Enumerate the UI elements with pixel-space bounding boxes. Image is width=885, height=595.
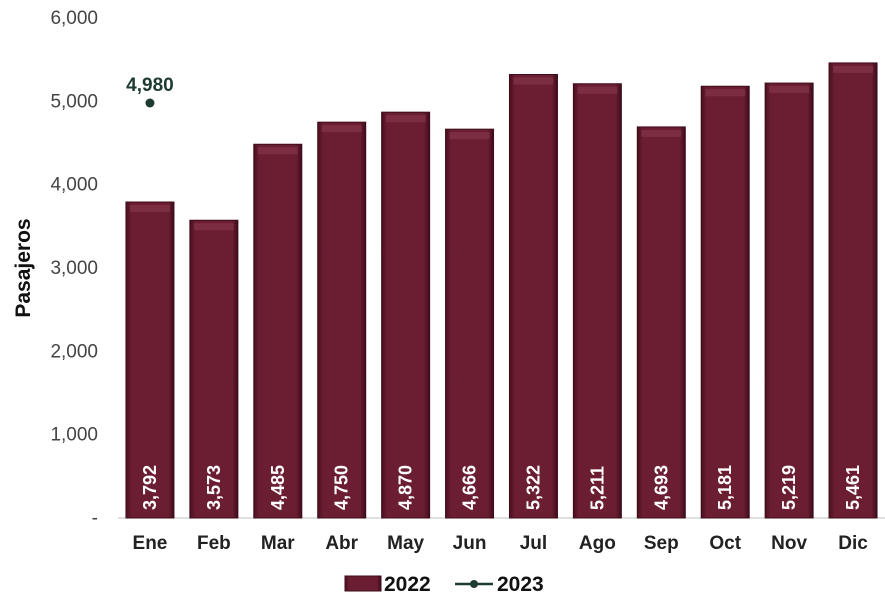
- x-tick-label: Ene: [133, 533, 168, 554]
- x-tick-label: Ago: [579, 533, 616, 554]
- bar-value-label: 3,573: [204, 465, 224, 510]
- bar-value-label: 5,211: [587, 466, 607, 510]
- bar-jul: 5,322: [508, 74, 558, 519]
- bar: [189, 219, 239, 519]
- bars: 3,792 3,573 4,485 4,750 4,870 4,666 5,322 5,211…: [125, 62, 878, 519]
- y-tick-label: 5,000: [50, 91, 98, 112]
- bar-abr: 4,750: [317, 121, 367, 519]
- bar-value-label: 4,666: [460, 465, 480, 510]
- x-tick-label: Feb: [197, 533, 231, 554]
- bar-value-label: 5,322: [523, 465, 543, 510]
- legend-label-2022: 2022: [384, 573, 431, 595]
- legend-marker-2023: [470, 580, 478, 588]
- y-tick-label: 4,000: [50, 175, 98, 196]
- bar: [381, 111, 431, 519]
- y-tick-label: 2,000: [50, 341, 98, 362]
- x-axis: Ene Feb Mar Abr May Jun Jul Ago Sep Oct Nov Dic: [133, 533, 869, 554]
- x-tick-label: Oct: [709, 533, 741, 554]
- point-2023-ene: [145, 98, 155, 108]
- bar-value-label: 4,750: [332, 465, 352, 510]
- bar-highlight: [129, 205, 170, 212]
- x-tick-label: May: [387, 533, 424, 554]
- bar-highlight: [641, 129, 682, 137]
- bar-value-label: 4,693: [651, 465, 671, 510]
- bar-may: 4,870: [381, 111, 431, 519]
- x-tick-label: Mar: [261, 533, 295, 554]
- bar-highlight: [385, 115, 426, 123]
- bar: [764, 82, 814, 519]
- bar-oct: 5,181: [700, 85, 750, 519]
- bar: [636, 126, 686, 519]
- bar-highlight: [257, 147, 298, 155]
- y-tick-label: 3,000: [50, 258, 98, 279]
- bar-highlight: [769, 86, 810, 94]
- bar: [572, 83, 622, 519]
- bar-value-label: 4,485: [268, 465, 288, 510]
- legend-swatch-2022: [344, 575, 382, 592]
- bar-feb: 3,573: [189, 219, 239, 519]
- x-tick-label: Nov: [771, 533, 807, 554]
- bar-highlight: [321, 125, 362, 133]
- legend: 2022 2023: [344, 573, 544, 595]
- bar-ago: 5,211: [572, 83, 622, 519]
- bar: [125, 201, 175, 519]
- bar-value-label: 5,181: [715, 465, 735, 510]
- bar-value-label: 3,792: [140, 465, 160, 510]
- bar: [700, 85, 750, 519]
- x-tick-label: Abr: [325, 533, 358, 554]
- x-tick-label: Jul: [520, 533, 547, 554]
- bar-sep: 4,693: [636, 126, 686, 519]
- bar-highlight: [449, 132, 490, 140]
- y-tick-label: 1,000: [50, 425, 98, 446]
- point-value-label: 4,980: [126, 75, 174, 96]
- y-tick-label: 6,000: [50, 8, 98, 29]
- bar: [508, 74, 558, 519]
- bar-highlight: [705, 89, 746, 97]
- bar-value-label: 5,461: [843, 465, 863, 510]
- bar: [317, 121, 367, 519]
- y-axis: - 1,000 2,000 3,000 4,000 5,000 6,000: [50, 8, 98, 529]
- bar-highlight: [577, 86, 618, 94]
- bar: [445, 128, 495, 519]
- bar-highlight: [513, 77, 554, 85]
- y-axis-title: Pasajeros: [12, 218, 35, 317]
- bar-highlight: [193, 223, 234, 231]
- bar-jun: 4,666: [445, 128, 495, 519]
- bar-value-label: 4,870: [396, 465, 416, 510]
- x-tick-label: Jun: [453, 533, 487, 554]
- bar-dic: 5,461: [828, 62, 878, 519]
- bar-mar: 4,485: [253, 143, 303, 519]
- bar-nov: 5,219: [764, 82, 814, 519]
- bar: [828, 62, 878, 519]
- bar: [253, 143, 303, 519]
- bar-highlight: [833, 65, 874, 73]
- legend-label-2023: 2023: [497, 573, 544, 595]
- x-tick-label: Sep: [644, 533, 679, 554]
- x-tick-label: Dic: [838, 533, 868, 554]
- y-tick-label: -: [92, 508, 98, 529]
- bar-value-label: 5,219: [779, 465, 799, 510]
- bar-ene: 3,792: [125, 201, 175, 519]
- points: 4,980: [126, 75, 174, 108]
